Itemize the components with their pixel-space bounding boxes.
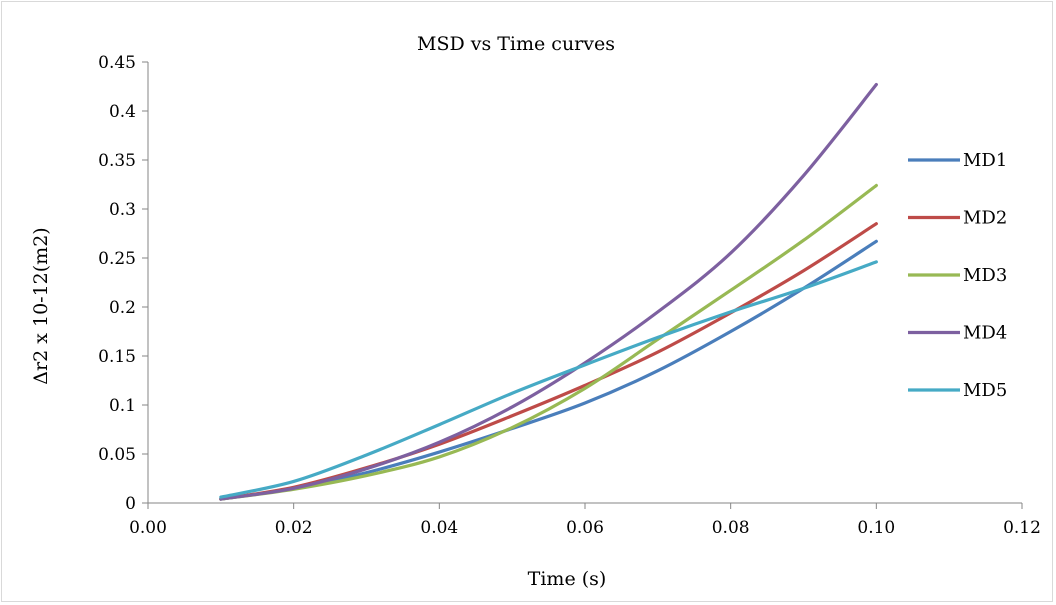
series-line-md3 [219, 183, 878, 501]
y-tick-label: 0.4 [109, 102, 136, 122]
series-line-md2 [219, 222, 878, 501]
chart-title: MSD vs Time curves [417, 33, 615, 55]
y-axis: 0 0.05 0.1 0.15 0.2 0.25 0.3 0.35 0.4 0.45 [98, 53, 149, 514]
legend-label: MD1 [963, 150, 1007, 171]
y-tick-label: 0.1 [109, 396, 136, 416]
x-axis: 0.00 0.02 0.04 0.06 0.08 0.10 0.12 [129, 502, 1041, 538]
y-tick-label: 0.45 [98, 53, 136, 73]
y-tick-label: 0.2 [109, 298, 136, 318]
y-tick-label: 0.15 [98, 347, 136, 367]
series-line-md1 [219, 239, 878, 501]
x-axis-title: Time (s) [528, 568, 607, 590]
x-tick-label: 0.10 [857, 518, 895, 538]
y-tick-label: 0.05 [98, 445, 136, 465]
x-tick-label: 0.06 [566, 518, 604, 538]
legend-label: MD5 [963, 380, 1007, 401]
y-tick-label: 0 [125, 494, 136, 514]
y-tick-label: 0.35 [98, 151, 136, 171]
series-layer [219, 82, 878, 501]
y-tick-label: 0.3 [109, 200, 136, 220]
legend-label: MD3 [963, 265, 1007, 286]
legend-label: MD2 [963, 208, 1007, 229]
y-axis-title: Δr2 x 10-12(m2) [30, 227, 52, 384]
series-line-md5 [219, 260, 878, 499]
x-tick-label: 0.12 [1003, 518, 1041, 538]
y-tick-label: 0.25 [98, 249, 136, 269]
legend-label: MD4 [963, 323, 1007, 344]
legend: MD1 MD2 MD3 MD4 MD5 [908, 150, 1007, 401]
x-tick-label: 0.00 [129, 518, 167, 538]
series-line-md4 [219, 82, 878, 501]
x-tick-label: 0.08 [712, 518, 750, 538]
x-tick-label: 0.04 [420, 518, 458, 538]
x-tick-label: 0.02 [275, 518, 313, 538]
